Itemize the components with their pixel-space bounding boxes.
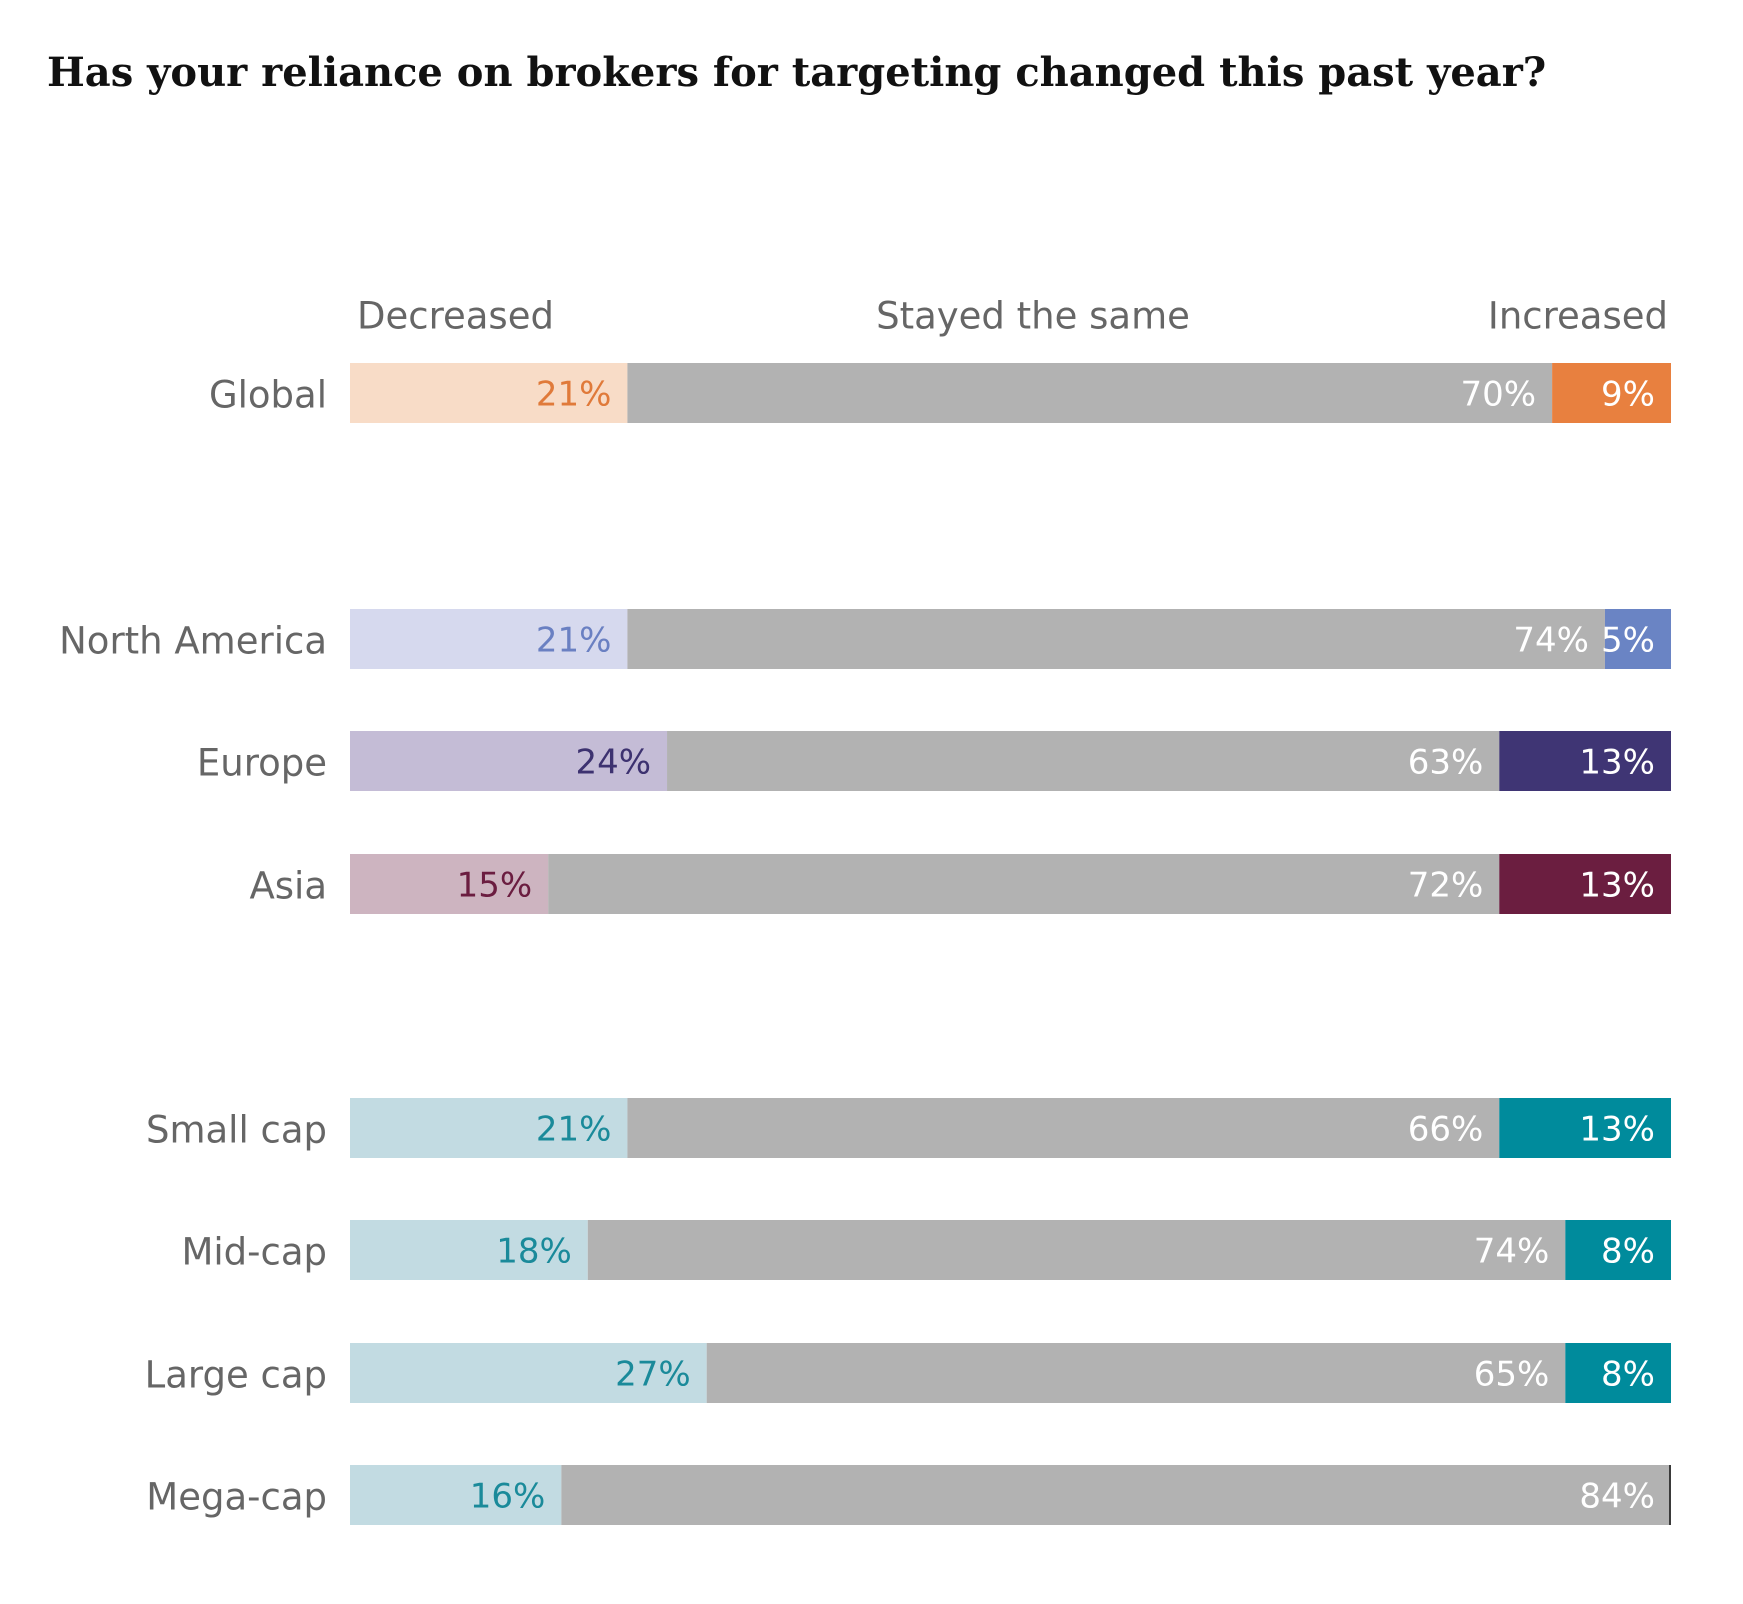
bar-segment [627,363,1553,423]
category-label: Europe [197,742,327,785]
bar-segment [627,1098,1500,1158]
value-label: 13% [1579,1110,1655,1150]
category-label: Asia [249,865,327,908]
value-label: 24% [575,743,651,783]
value-label: 13% [1579,743,1655,783]
value-label: 5% [1601,621,1655,661]
bar-segment [350,1098,628,1158]
bar-segment [1499,854,1671,914]
bar-segment [350,1343,707,1403]
bar-segment [350,1220,588,1280]
legend-label: Decreased [357,295,554,338]
bar-segment [1669,1465,1671,1525]
value-label: 66% [1408,1110,1484,1150]
value-label: 27% [615,1355,691,1395]
value-label: 21% [536,621,612,661]
bar-segment [350,854,549,914]
category-label: Large cap [145,1354,327,1397]
value-label: 63% [1408,743,1484,783]
chart-title: Has your reliance on brokers for targeti… [47,49,1546,96]
legend-label: Stayed the same [876,295,1190,338]
bar-segment [350,731,668,791]
value-label: 21% [536,375,612,415]
bar-segment [1499,731,1671,791]
bar-segment [561,1465,1671,1525]
category-label: Small cap [146,1109,327,1152]
category-label: North America [59,620,327,663]
value-label: 16% [470,1477,546,1517]
bar-segment [627,609,1605,669]
value-label: 74% [1474,1232,1550,1272]
category-label: Mid-cap [181,1231,327,1274]
bar-segment [1565,1220,1671,1280]
bar-segment [350,609,628,669]
category-label: Mega-cap [146,1476,327,1519]
value-label: 9% [1601,375,1655,415]
value-label: 13% [1579,866,1655,906]
bar-segment [350,363,628,423]
bar-segment [350,1465,562,1525]
bar-segment [548,854,1500,914]
bar-segment [1499,1098,1671,1158]
value-label: 84% [1579,1477,1655,1517]
value-label: 21% [536,1110,612,1150]
bar-segment [706,1343,1566,1403]
value-label: 15% [457,866,533,906]
value-label: 8% [1601,1232,1655,1272]
legend-label: Increased [1488,295,1668,338]
value-label: 70% [1461,375,1537,415]
value-label: 8% [1601,1355,1655,1395]
bar-segment [587,1220,1566,1280]
value-label: 74% [1513,621,1589,661]
bar-segment [667,731,1500,791]
value-label: 18% [496,1232,572,1272]
value-label: 72% [1408,866,1484,906]
bar-segment [1565,1343,1671,1403]
bar-segment [1604,609,1671,669]
bar-segment [1552,363,1671,423]
value-label: 65% [1474,1355,1550,1395]
category-label: Global [209,374,327,417]
